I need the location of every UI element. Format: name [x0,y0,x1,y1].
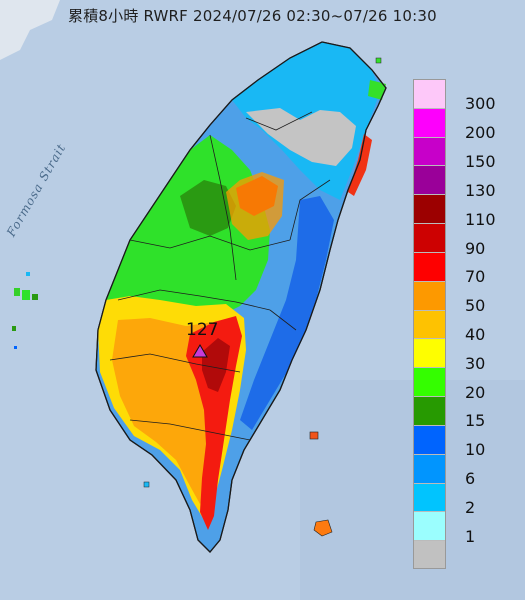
legend-swatch [413,309,446,339]
legend-swatch [413,338,446,368]
offshore-islands-east [143,431,333,537]
legend-label: 300 [465,94,496,114]
rain-zone-ne-green [368,80,386,100]
legend-swatch [413,136,446,166]
legend-label: 50 [465,296,486,316]
legend-label: 10 [465,440,486,460]
rain-zone-green [106,135,270,318]
legend-label: 90 [465,238,486,258]
max-rainfall-label: 127 [186,320,219,340]
rain-zone-orange-north [226,172,284,240]
legend-swatch [413,367,446,397]
deep-sea-shade [300,380,525,600]
penghu-islands [12,272,38,349]
legend-swatch [413,194,446,224]
legend-label: 20 [465,382,486,402]
legend-swatch [413,453,446,483]
coastline [95,41,387,553]
mainland-coast [0,0,60,60]
legend-swatch [413,280,446,310]
rain-zone-gray-north [246,108,356,166]
legend-label: 15 [465,411,486,431]
legend-swatch [413,482,446,512]
rain-zone-east-coast-red [348,134,372,196]
legend-swatch [413,223,446,252]
legend-label: 130 [465,180,496,200]
county-boundaries [109,111,331,441]
northern-islet [375,57,382,64]
legend-label: 1 [465,526,476,546]
legend-swatch [413,251,446,281]
legend-swatch [413,424,446,454]
rain-zone-darkred [202,338,230,392]
legend-label: 2 [465,497,476,517]
legend-swatch [413,540,446,569]
legend-label: 200 [465,123,496,143]
rain-zone-blue-east [240,196,334,430]
legend-label: 6 [465,469,476,489]
legend-frame [413,79,446,569]
legend-swatch [413,107,446,137]
legend-label: 40 [465,325,486,344]
map-title: 累積8小時 RWRF 2024/07/26 02:30~07/26 10:30 [68,7,437,25]
legend-swatch [413,165,446,195]
legend-swatch [413,511,446,541]
rain-zone-darkgreen [180,180,236,236]
legend-label: 150 [465,152,496,172]
legend-swatch [413,396,446,425]
legend-label: 110 [465,209,496,229]
max-rainfall-marker-icon [192,344,208,358]
legend-label: 70 [465,267,486,287]
legend-label: 30 [465,353,486,373]
